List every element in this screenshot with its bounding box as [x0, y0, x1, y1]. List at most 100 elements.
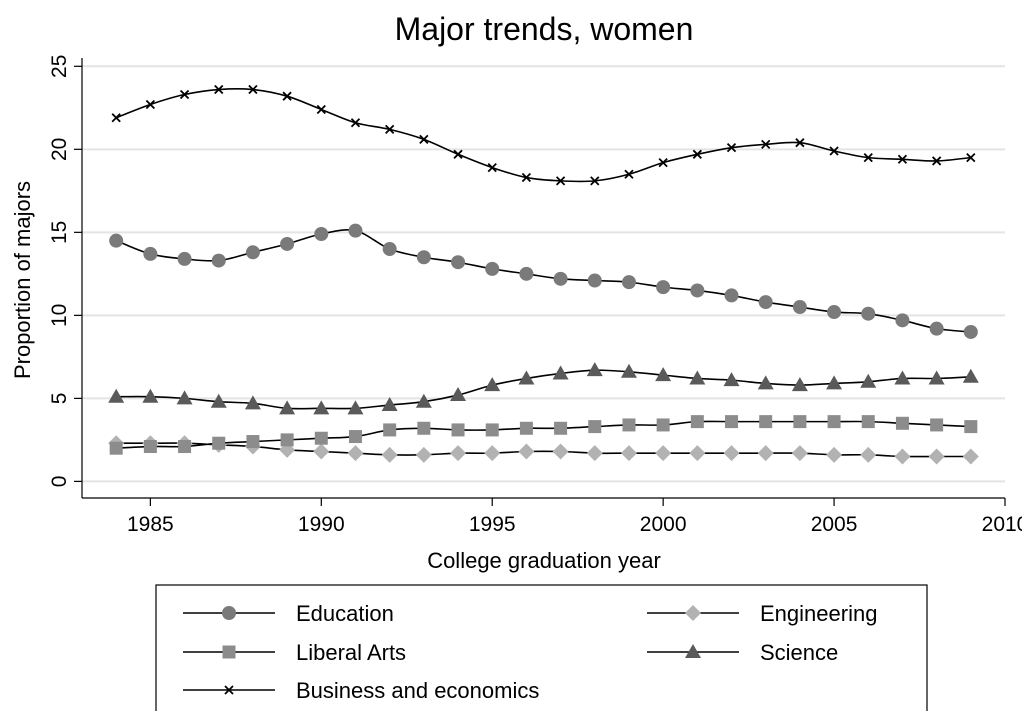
data-point-business-and-economics: [179, 89, 190, 100]
data-point-education: [382, 241, 397, 256]
data-point-liberal-arts: [827, 415, 841, 429]
data-point-business-and-economics: [316, 104, 326, 115]
data-point-liberal-arts: [280, 433, 294, 447]
series-science: [108, 362, 979, 415]
legend-marker: [685, 644, 701, 658]
data-point-liberal-arts: [246, 435, 260, 449]
data-point-engineering: [484, 445, 501, 462]
y-tick-label: 25: [48, 55, 71, 78]
data-point-liberal-arts: [485, 423, 499, 437]
data-point-science: [757, 375, 774, 390]
data-point-engineering: [450, 445, 467, 462]
legend-label: Science: [760, 640, 838, 665]
x-tick-label: 2005: [811, 513, 858, 536]
y-tick-label: 5: [48, 393, 71, 405]
data-point-education: [211, 253, 226, 268]
series-line-business-and-economics: [115, 88, 971, 183]
data-point-liberal-arts: [793, 415, 807, 429]
data-point-engineering: [347, 445, 364, 462]
legend-item-business-and-economics: Business and economics: [183, 678, 539, 703]
data-point-liberal-arts: [588, 420, 602, 434]
data-point-business-and-economics: [214, 84, 224, 95]
chart-title: Major trends, women: [395, 11, 694, 47]
data-point-business-and-economics: [966, 152, 976, 163]
data-point-liberal-arts: [109, 441, 123, 455]
x-tick-label: 2010: [982, 513, 1022, 536]
data-point-education: [280, 236, 295, 251]
data-point-science: [518, 370, 535, 385]
data-point-business-and-economics: [658, 157, 668, 168]
data-point-engineering: [723, 445, 740, 462]
data-point-science: [381, 397, 398, 412]
data-point-liberal-arts: [964, 420, 978, 434]
data-point-education: [519, 266, 534, 281]
axes: 0 5 10 15 20 25 1985 1990 1995 2000 2005 2010: [48, 55, 1022, 536]
data-point-liberal-arts: [930, 418, 944, 432]
data-point-business-and-economics: [555, 176, 566, 186]
legend-label: Business and economics: [296, 678, 539, 703]
series-layer: [108, 84, 979, 465]
legend: Education Engineering Liberal Arts Science B…: [155, 584, 928, 711]
data-point-science: [826, 375, 843, 390]
data-point-science: [655, 367, 672, 382]
data-point-liberal-arts: [519, 421, 533, 435]
data-point-business-and-economics: [590, 176, 600, 186]
data-point-business-and-economics: [487, 162, 497, 173]
data-point-liberal-arts: [895, 416, 909, 430]
data-point-science: [962, 368, 979, 383]
y-tick-label: 20: [48, 138, 71, 161]
data-point-liberal-arts: [178, 440, 192, 454]
data-point-science: [860, 373, 877, 388]
data-point-education: [485, 261, 500, 276]
legend-marker: [222, 606, 236, 620]
data-point-liberal-arts: [554, 421, 568, 435]
data-point-liberal-arts: [451, 423, 465, 437]
data-point-science: [620, 363, 637, 378]
data-point-engineering: [586, 445, 603, 462]
data-point-education: [656, 280, 671, 295]
data-point-education: [587, 273, 602, 288]
y-axis-label: Proportion of majors: [10, 181, 35, 379]
data-point-education: [416, 250, 431, 265]
legend-label: Education: [296, 601, 394, 626]
data-point-engineering: [620, 445, 637, 462]
legend-item-liberal-arts: Liberal Arts: [183, 640, 406, 665]
series-engineering: [108, 435, 979, 465]
data-point-business-and-economics: [829, 146, 839, 156]
series-business-and-economics: [111, 84, 976, 186]
data-point-science: [210, 393, 227, 408]
data-point-business-and-economics: [350, 118, 361, 128]
data-point-engineering: [518, 443, 535, 460]
data-point-engineering: [689, 445, 706, 462]
data-point-business-and-economics: [453, 149, 463, 159]
legend-label: Liberal Arts: [296, 640, 406, 665]
data-point-science: [484, 377, 501, 392]
data-point-education: [245, 245, 260, 260]
data-point-business-and-economics: [145, 99, 156, 110]
data-point-liberal-arts: [348, 430, 362, 444]
x-tick-label: 2000: [640, 513, 687, 536]
x-tick-label: 1995: [469, 513, 516, 536]
legend-item-engineering: Engineering: [647, 601, 877, 626]
data-point-science: [176, 390, 193, 405]
data-point-education: [724, 288, 739, 303]
data-point-engineering: [928, 448, 945, 465]
data-point-education: [792, 300, 807, 315]
data-point-engineering: [415, 446, 432, 463]
data-point-education: [963, 324, 978, 339]
data-point-engineering: [894, 448, 911, 465]
legend-label: Engineering: [760, 601, 877, 626]
series-line-education: [115, 229, 971, 333]
data-point-education: [621, 275, 636, 290]
data-point-business-and-economics: [863, 152, 873, 163]
legend-box: [155, 584, 928, 711]
data-point-education: [861, 306, 876, 321]
data-point-education: [553, 271, 568, 286]
data-point-education: [895, 313, 910, 328]
data-point-liberal-arts: [759, 415, 773, 429]
data-point-science: [347, 400, 364, 415]
data-point-education: [827, 305, 842, 320]
data-point-science: [689, 370, 706, 385]
data-point-education: [348, 223, 363, 238]
